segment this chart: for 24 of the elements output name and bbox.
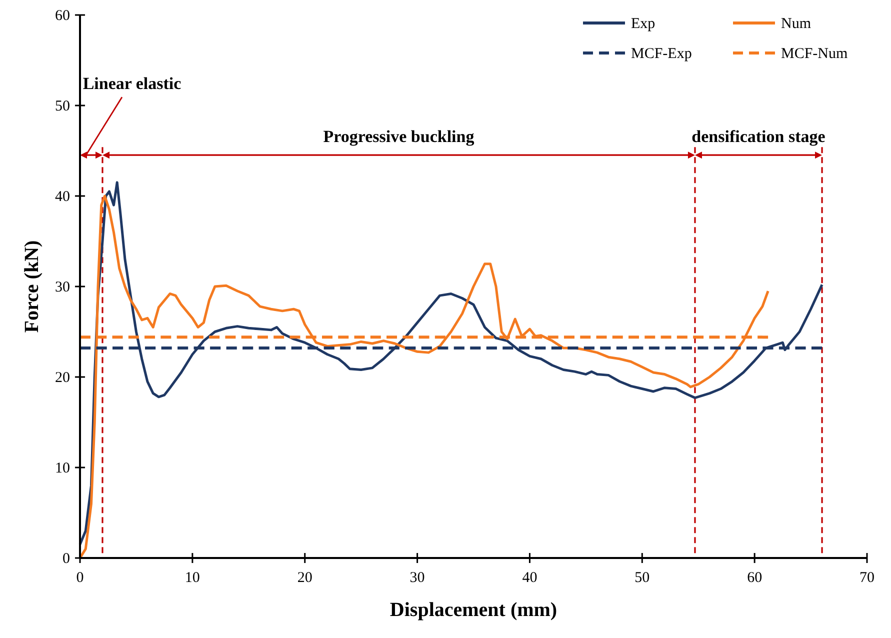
y-tick-label: 30 xyxy=(55,280,70,296)
y-tick-label: 60 xyxy=(55,8,70,24)
y-tick-label: 20 xyxy=(55,370,70,386)
x-tick-label: 70 xyxy=(860,570,874,586)
legend-label: Exp xyxy=(631,16,656,32)
annotation: Progressive buckling xyxy=(323,127,475,146)
y-tick-label: 10 xyxy=(55,460,70,476)
x-tick-label: 0 xyxy=(76,570,84,586)
x-tick-label: 60 xyxy=(747,570,762,586)
x-tick-label: 10 xyxy=(184,570,200,586)
x-tick-label: 20 xyxy=(297,570,312,586)
annotation: densification stage xyxy=(692,127,826,146)
legend-label: Num xyxy=(781,16,812,32)
legend-label: MCF-Num xyxy=(781,46,848,62)
y-tick-label: 50 xyxy=(55,98,70,114)
x-tick-label: 30 xyxy=(410,570,425,586)
y-tick-label: 40 xyxy=(55,189,70,205)
x-tick-label: 40 xyxy=(522,570,538,586)
annotation: Linear elastic xyxy=(82,74,182,94)
x-axis-title: Displacement (mm) xyxy=(390,599,558,621)
y-axis-title: Force (kN) xyxy=(21,240,43,333)
y-tick-label: 0 xyxy=(62,551,70,567)
legend-label: MCF-Exp xyxy=(631,46,692,62)
x-tick-label: 50 xyxy=(634,570,650,586)
